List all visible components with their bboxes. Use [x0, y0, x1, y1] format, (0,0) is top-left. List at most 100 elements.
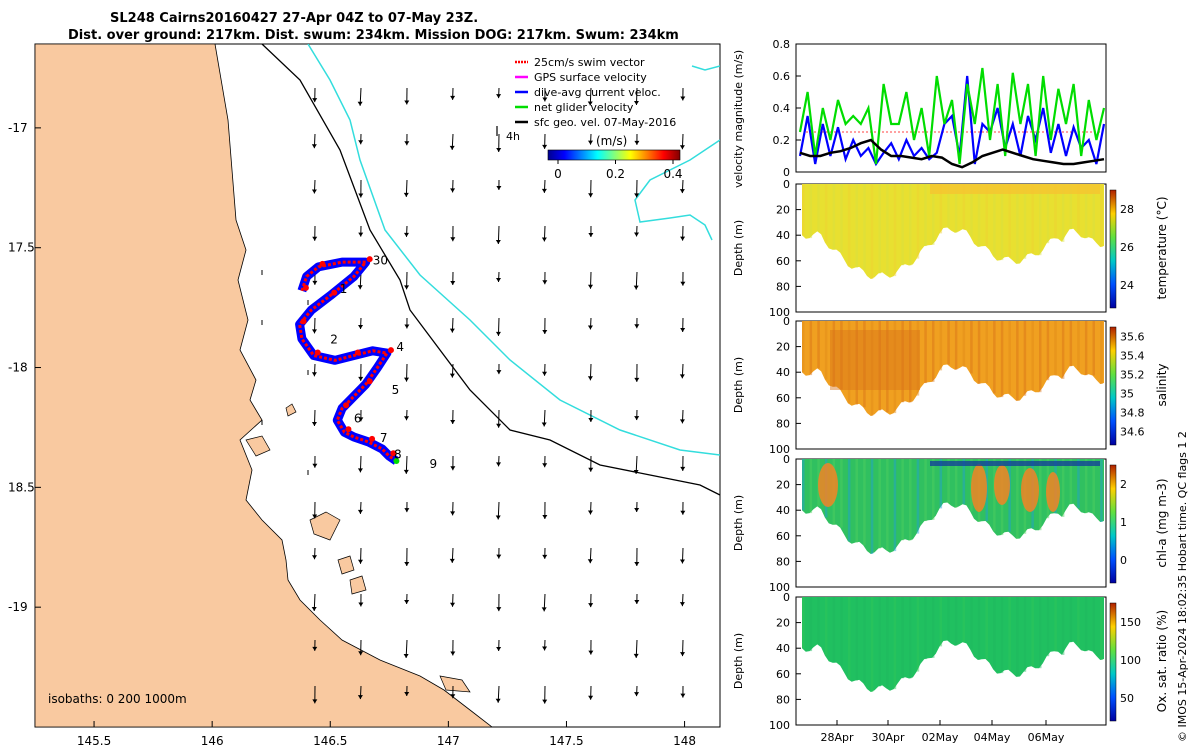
geo-velocity-arrow: [633, 271, 639, 290]
depth-ytick-label: 100: [769, 719, 790, 732]
geo-velocity-arrow: [358, 317, 364, 329]
depth-streak: [939, 321, 943, 371]
geo-velocity-arrow: [633, 455, 639, 474]
geo-velocity-arrow: [679, 593, 685, 607]
geo-velocity-arrow: [312, 685, 318, 704]
depth-streak: [847, 184, 851, 267]
geo-velocity-arrow: [450, 179, 456, 193]
depth-streak: [985, 184, 988, 246]
colorbar-label: salinity: [1155, 363, 1169, 406]
depth-panel-temperature: 0 20 40 60 80 100 Depth (m) 24 26 28 temperature (…: [732, 178, 1169, 319]
track-swim-point: [366, 256, 373, 263]
depth-colorbar: [1109, 326, 1117, 446]
vel-ytick-label: 0.4: [773, 102, 791, 115]
colorbar-tick-label: 35: [1120, 388, 1134, 401]
geo-velocity-arrow: [357, 501, 363, 514]
depth-streak: [855, 459, 858, 543]
depth-streak: [909, 459, 912, 541]
geo-velocity-arrow: [496, 271, 502, 283]
legend-item: GPS surface velocity: [515, 71, 647, 84]
vel-ytick-label: 0: [783, 166, 790, 179]
depth-streak: [909, 321, 912, 403]
geo-velocity-arrow: [496, 363, 502, 375]
depth-streak: [916, 321, 920, 396]
map-legend: 25cm/s swim vector GPS surface velocity di…: [496, 56, 683, 181]
depth-streak: [863, 184, 866, 271]
depth-streak: [1016, 459, 1019, 539]
depth-streak: [947, 321, 950, 365]
geo-velocity-arrow: [633, 87, 639, 105]
depth-streak: [809, 459, 813, 514]
depth-streak: [962, 184, 966, 230]
depth-streak: [993, 184, 996, 257]
map-xtick-label: 145.5: [77, 734, 111, 748]
depth-field: [802, 184, 1104, 279]
geo-velocity-arrow: [588, 593, 594, 608]
depth-streak: [924, 184, 927, 247]
depth-streak: [1092, 459, 1095, 514]
chla-bloom: [1021, 468, 1039, 512]
depth-streak: [947, 184, 950, 228]
geo-velocity-arrow: [587, 317, 593, 330]
colorbar-tick-label: 28: [1120, 203, 1134, 216]
geo-velocity-arrow: [588, 133, 594, 145]
velocity-ylabel: velocity magnitude (m/s): [732, 50, 745, 188]
depth-streak: [1016, 184, 1019, 264]
depth-streak: [870, 597, 874, 692]
track-swim-point: [366, 378, 373, 385]
isobath-200m: [261, 44, 720, 496]
depth-streak: [847, 321, 851, 404]
depth-ytick-label: 40: [776, 366, 790, 379]
time-tick-label: 06May: [1028, 731, 1065, 744]
depth-ytick-label: 20: [776, 479, 790, 492]
depth-streak: [1084, 459, 1088, 514]
depth-ylabel: Depth (m): [732, 357, 745, 413]
depth-streak: [1077, 597, 1080, 646]
track-swim-point: [314, 349, 321, 356]
geo-velocity-arrow: [588, 179, 594, 198]
geo-velocity-arrow: [587, 547, 593, 564]
depth-streak: [863, 321, 866, 408]
geo-velocity-arrow: [404, 685, 410, 697]
depth-streak: [954, 321, 958, 370]
depth-streak: [878, 597, 881, 687]
time-tick-label: 28Apr: [820, 731, 854, 744]
map-xtick-label: 146.5: [313, 734, 347, 748]
depth-streak: [1054, 184, 1057, 239]
geo-velocity-arrow: [496, 639, 502, 652]
depth-ytick-label: 100: [769, 581, 790, 594]
footer-credit: © IMOS 15-Apr-2024 18:02:35 Hobart time.…: [1176, 431, 1189, 742]
geo-velocity-arrow: [495, 225, 501, 245]
depth-streak: [1031, 321, 1034, 391]
geo-velocity-arrow: [312, 87, 318, 103]
depth-streak: [855, 184, 858, 268]
depth-streak: [832, 597, 836, 663]
depth-streak: [916, 597, 920, 672]
map-xtick-label: 147: [437, 734, 460, 748]
depth-streak: [802, 459, 805, 511]
geo-velocity-arrow: [358, 639, 364, 656]
map-ytick-label: 18.5: [8, 480, 35, 494]
colorbar-tick-label: 0.4: [663, 167, 682, 181]
geo-velocity-arrow: [311, 317, 317, 334]
depth-ytick-label: 20: [776, 617, 790, 630]
depth-streak: [878, 459, 881, 549]
day-label: 5: [392, 383, 400, 397]
geo-velocity-arrow: [634, 685, 640, 697]
depth-streak: [893, 459, 897, 552]
geo-velocity-arrow: [312, 501, 318, 519]
geo-velocity-arrow: [496, 133, 502, 152]
depth-streak: [809, 184, 813, 239]
depth-ylabel: Depth (m): [732, 633, 745, 689]
depth-streak: [1092, 184, 1095, 239]
geo-velocity-arrow: [312, 225, 318, 241]
depth-streak: [993, 597, 996, 670]
geo-velocity-arrow: [404, 363, 410, 382]
geo-velocity-arrow: [541, 225, 547, 242]
depth-streak: [893, 321, 897, 414]
track-end-marker: [393, 457, 400, 464]
chla-bloom: [1046, 472, 1060, 512]
geo-velocity-arrow: [311, 133, 317, 149]
depth-streak: [901, 184, 904, 266]
